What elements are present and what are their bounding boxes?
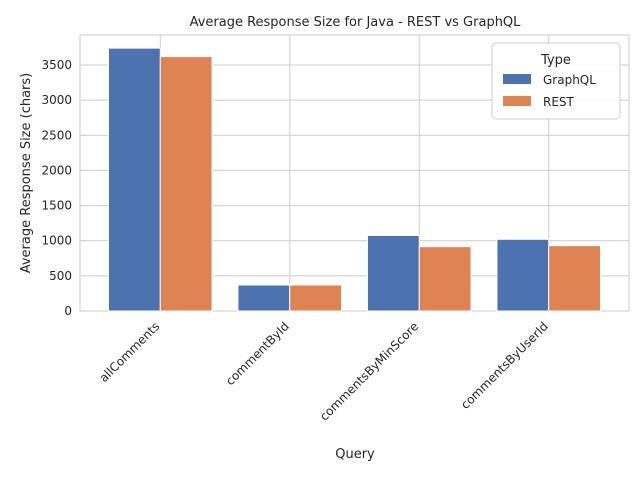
y-tick-label: 3500 <box>41 58 72 72</box>
bar-rest-commentsByMinScore <box>418 246 472 312</box>
x-axis-label: Query <box>335 447 375 462</box>
y-tick-label: 500 <box>49 269 72 283</box>
legend: Type GraphQL REST <box>491 42 621 120</box>
legend-swatch-graphql <box>503 74 531 84</box>
bar-rest-allComments <box>159 56 213 312</box>
bar-graphql-commentById <box>237 284 291 312</box>
y-axis-label: Average Response Size (chars) <box>19 73 34 274</box>
bars <box>107 47 602 312</box>
legend-swatch-rest <box>503 96 531 106</box>
y-tick-label: 0 <box>64 304 72 318</box>
y-tick-label: 3000 <box>41 93 72 107</box>
y-tick-label: 1500 <box>41 199 72 213</box>
bar-graphql-commentsByUserId <box>496 238 550 312</box>
legend-label-rest: REST <box>543 95 575 109</box>
y-axis-ticks: 0 500 1000 1500 2000 2500 3000 3500 <box>41 58 72 318</box>
bar-graphql-commentsByMinScore <box>366 234 420 312</box>
y-tick-label: 2500 <box>41 128 72 142</box>
legend-title: Type <box>540 53 571 68</box>
bar-rest-commentsByUserId <box>548 245 602 312</box>
legend-items: GraphQL REST <box>503 73 596 109</box>
bar-rest-commentById <box>289 284 343 312</box>
y-tick-label: 1000 <box>41 234 72 248</box>
bar-graphql-allComments <box>107 47 161 312</box>
chart-title: Average Response Size for Java - REST vs… <box>190 15 522 30</box>
legend-label-graphql: GraphQL <box>543 73 596 87</box>
y-tick-label: 2000 <box>41 163 72 177</box>
